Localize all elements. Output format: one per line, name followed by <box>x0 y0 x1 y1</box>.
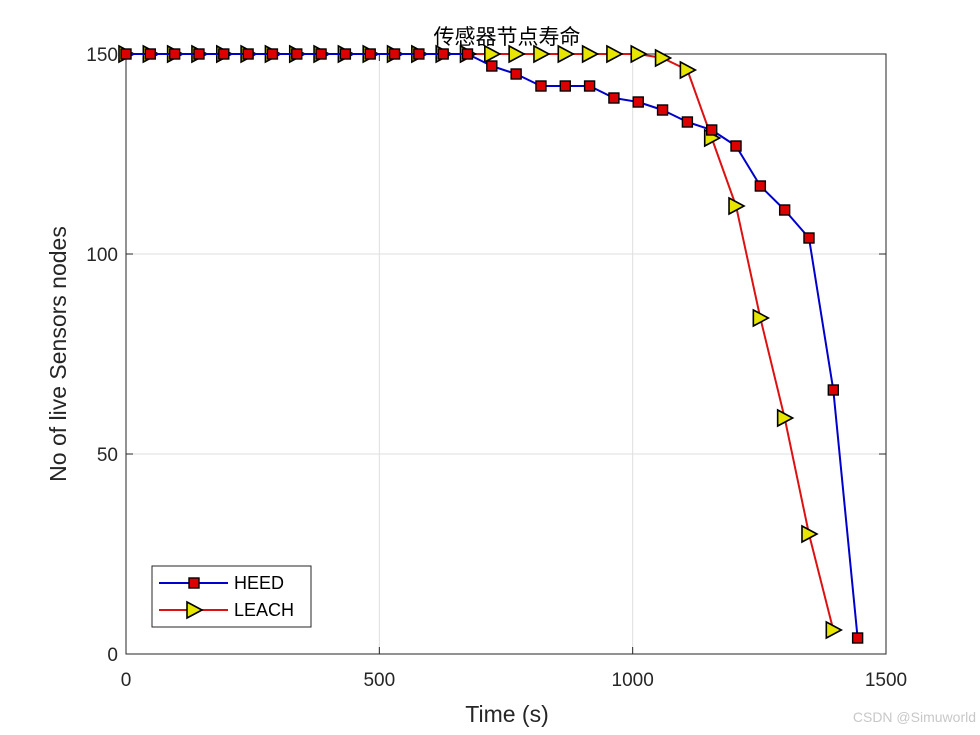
data-point-heed <box>315 48 327 60</box>
legend-label-leach: LEACH <box>234 600 294 620</box>
data-point-leach <box>728 196 746 216</box>
data-point-heed <box>266 48 279 60</box>
axis-ticks: 0 500 1000 1500 0 50 100 150 <box>86 45 907 691</box>
data-point-heed <box>827 384 840 396</box>
grid-lines <box>126 54 886 654</box>
y-tick-label: 0 <box>107 645 118 666</box>
plot-area-border <box>125 53 887 655</box>
legend-marker-heed <box>188 577 200 589</box>
legend-label-heed: HEED <box>234 573 284 593</box>
data-point-heed <box>559 80 571 92</box>
data-point-heed <box>461 48 474 60</box>
data-point-heed <box>656 104 669 116</box>
legend-entries: HEED LEACH <box>159 573 294 620</box>
data-point-heed <box>339 48 352 60</box>
data-point-heed <box>730 140 742 152</box>
x-tick-label: 0 <box>121 670 132 691</box>
legend-entry-leach: LEACH <box>159 600 294 620</box>
data-point-heed <box>632 96 644 108</box>
data-point-heed <box>291 48 303 60</box>
data-point-heed <box>144 48 157 60</box>
series-line-heed <box>126 53 859 639</box>
data-point-heed <box>437 48 449 60</box>
data-point-leach <box>557 44 575 64</box>
chart-title: 传感器节点寿命 <box>434 25 581 49</box>
data-point-heed <box>583 80 596 92</box>
data-point-heed <box>608 92 620 104</box>
legend: HEED LEACH <box>151 565 312 628</box>
data-point-heed <box>778 204 791 216</box>
data-point-heed <box>535 80 547 92</box>
data-point-heed <box>486 60 498 72</box>
data-point-leach <box>825 620 844 640</box>
y-tick-label: 150 <box>86 45 118 66</box>
data-point-leach <box>508 44 526 64</box>
watermark: CSDN @Simuworld <box>853 709 976 725</box>
data-point-leach <box>679 60 698 80</box>
data-point-heed <box>388 48 401 60</box>
series-heed <box>120 48 864 644</box>
x-axis-title: Time (s) <box>465 701 548 727</box>
data-point-heed <box>242 48 254 60</box>
data-point-leach <box>630 44 648 64</box>
data-point-heed <box>706 124 718 136</box>
data-point-heed <box>510 68 522 80</box>
legend-marker-leach <box>186 600 204 620</box>
data-point-heed <box>413 48 425 60</box>
y-tick-label: 100 <box>86 245 118 266</box>
data-point-leach <box>654 48 673 68</box>
data-point-leach <box>801 524 819 544</box>
data-point-leach <box>776 408 795 428</box>
data-point-heed <box>803 232 815 244</box>
data-point-heed <box>120 48 132 60</box>
data-point-leach <box>533 44 551 64</box>
data-point-heed <box>168 48 181 60</box>
data-point-leach <box>581 44 600 64</box>
data-point-heed <box>851 632 864 644</box>
data-point-leach <box>752 308 771 328</box>
legend-entry-heed: HEED <box>159 573 284 593</box>
y-tick-label: 50 <box>97 445 118 466</box>
series-leach <box>118 44 844 640</box>
data-point-leach <box>484 44 502 64</box>
x-tick-label: 1500 <box>865 670 907 691</box>
legend-box <box>151 565 312 628</box>
x-tick-label: 1000 <box>612 670 654 691</box>
data-point-heed <box>218 48 230 60</box>
data-series <box>118 44 864 644</box>
data-point-leach <box>606 44 624 64</box>
data-point-heed <box>754 180 767 192</box>
data-point-heed <box>193 48 205 60</box>
y-axis-title: No of live Sensors nodes <box>45 226 71 482</box>
data-point-heed <box>364 48 376 60</box>
data-point-heed <box>681 116 694 128</box>
x-tick-label: 500 <box>363 670 395 691</box>
